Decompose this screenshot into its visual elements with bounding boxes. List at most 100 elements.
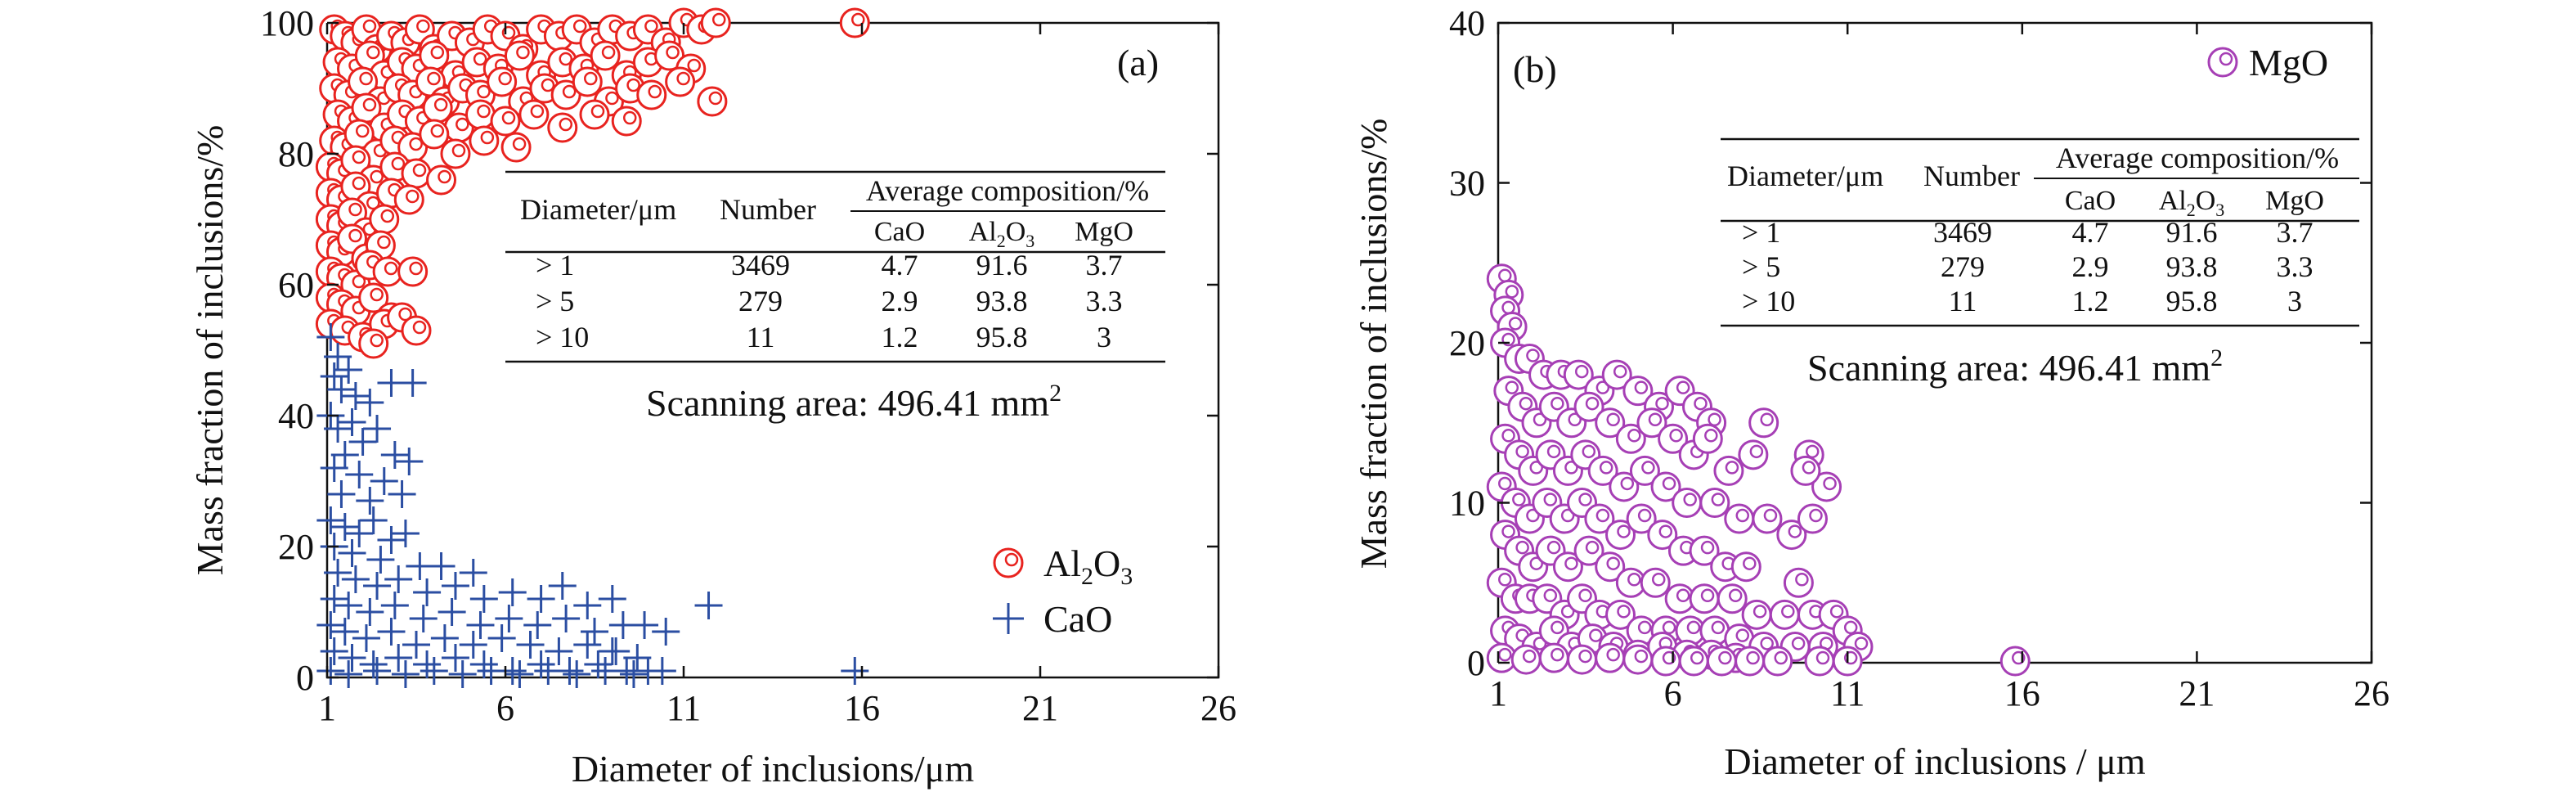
data-point-cao	[320, 637, 348, 665]
data-point-cao	[623, 644, 652, 672]
data-point-mgo	[1626, 503, 1657, 534]
table-cell: > 10	[536, 321, 589, 353]
data-point-mgo	[1762, 646, 1793, 677]
data-point-al2o3	[397, 256, 429, 287]
data-point-cao	[356, 598, 384, 626]
data-point-al2o3	[469, 125, 500, 156]
table-cell: > 1	[536, 249, 574, 281]
data-point-al2o3	[490, 106, 521, 137]
table-cell: 3.3	[2277, 250, 2313, 283]
data-point-mgo	[1573, 535, 1604, 566]
data-point-al2o3	[419, 119, 450, 150]
data-point-cao	[402, 631, 430, 659]
data-point-cao	[427, 552, 456, 580]
table-cell: 3.3	[1086, 285, 1123, 317]
data-point-al2o3	[358, 328, 389, 359]
table-cell: 11	[747, 321, 775, 353]
data-point-mgo	[1692, 423, 1723, 454]
summary-table: Diameter/μm Number Average composition/%…	[1721, 137, 2359, 389]
x-tick-label: 6	[496, 688, 514, 728]
data-point-mgo	[1797, 503, 1828, 534]
data-point-cao	[324, 343, 352, 371]
scanning-area: Scanning area: 496.41 mm2	[646, 380, 1061, 424]
data-point-cao	[409, 605, 438, 632]
data-point-cao	[631, 611, 659, 639]
table-cell: > 5	[1742, 250, 1780, 283]
subheader-al2o3: Al2O3	[969, 217, 1035, 251]
table-cell: 1.2	[882, 321, 918, 353]
data-point-al2o3	[636, 79, 667, 110]
data-point-mgo	[1622, 376, 1654, 407]
data-point-cao	[377, 618, 406, 646]
legend-label-mgo: MgO	[2249, 42, 2328, 83]
table-cell: 279	[738, 285, 783, 317]
data-point-cao	[581, 618, 608, 646]
data-point-cao	[316, 323, 345, 351]
data-point-cao	[359, 506, 388, 534]
table-cell: 2.9	[882, 285, 918, 317]
data-point-cao	[552, 605, 581, 632]
table-cell: 3469	[731, 249, 790, 281]
data-point-al2o3	[700, 7, 731, 38]
data-point-cao	[469, 650, 498, 678]
legend-marker-cao	[993, 603, 1024, 634]
table-cell: 91.6	[2166, 216, 2218, 249]
data-point-mgo	[1552, 551, 1583, 583]
data-point-mgo	[1769, 599, 1800, 630]
legend-label-al2o3: Al2O3	[1043, 542, 1133, 590]
data-point-cao	[438, 598, 466, 626]
x-tick-label: 11	[666, 688, 701, 728]
data-point-cao	[563, 660, 591, 688]
table-cell: 3.7	[2277, 216, 2313, 249]
data-point-mgo	[1510, 644, 1542, 675]
legend: MgO	[2207, 42, 2328, 83]
data-point-al2o3	[401, 158, 432, 189]
data-point-cao	[516, 631, 545, 659]
table-cell: > 5	[536, 285, 574, 317]
data-point-mgo	[1790, 455, 1821, 486]
data-point-al2o3	[369, 204, 400, 235]
subheader-mgo: MgO	[2265, 186, 2324, 216]
data-point-mgo	[1486, 642, 1517, 673]
data-point-mgo	[1609, 471, 1640, 502]
x-axis-label: Diameter of inclusions/μm	[572, 748, 974, 790]
y-tick-label: 0	[1467, 643, 1485, 683]
y-tick-label: 40	[278, 396, 314, 436]
data-point-mgo	[1650, 646, 1681, 677]
data-point-cao	[338, 644, 366, 672]
subheader-cao: CaO	[2065, 186, 2116, 216]
data-point-mgo	[1605, 599, 1636, 630]
data-point-al2o3	[547, 112, 578, 143]
scanning-area: Scanning area: 496.41 mm2	[1807, 344, 2223, 389]
data-point-mgo	[1689, 583, 1720, 614]
data-point-cao	[598, 585, 626, 613]
data-point-cao	[345, 461, 374, 488]
data-point-mgo	[1622, 644, 1654, 675]
plot-area-frame	[325, 21, 1220, 679]
x-tick-label: 1	[318, 688, 336, 728]
x-tick-label: 6	[1664, 673, 1682, 713]
data-point-cao	[363, 572, 392, 600]
x-tick-label: 26	[1200, 688, 1236, 728]
data-point-al2o3	[697, 86, 728, 117]
data-point-mgo	[1650, 471, 1681, 502]
data-point-cao	[413, 650, 442, 678]
data-point-al2o3	[422, 92, 453, 124]
table-cell: 93.8	[2166, 250, 2218, 283]
data-point-al2o3	[401, 315, 432, 346]
data-point-mgo	[1567, 644, 1598, 675]
table-cell: 95.8	[2166, 285, 2218, 317]
data-point-mgo	[1595, 407, 1626, 439]
data-point-al2o3	[464, 99, 496, 130]
data-point-al2o3	[358, 282, 389, 313]
data-point-cao	[341, 565, 370, 593]
data-point-cao	[619, 660, 648, 688]
header-average-composition: Average composition/%	[866, 174, 1149, 207]
data-point-al2o3	[426, 164, 457, 196]
data-point-cao	[324, 415, 352, 443]
points-layer	[315, 7, 870, 688]
table-cell: 2.9	[2072, 250, 2109, 283]
data-point-cao	[573, 592, 602, 619]
y-tick-label: 20	[278, 527, 314, 567]
